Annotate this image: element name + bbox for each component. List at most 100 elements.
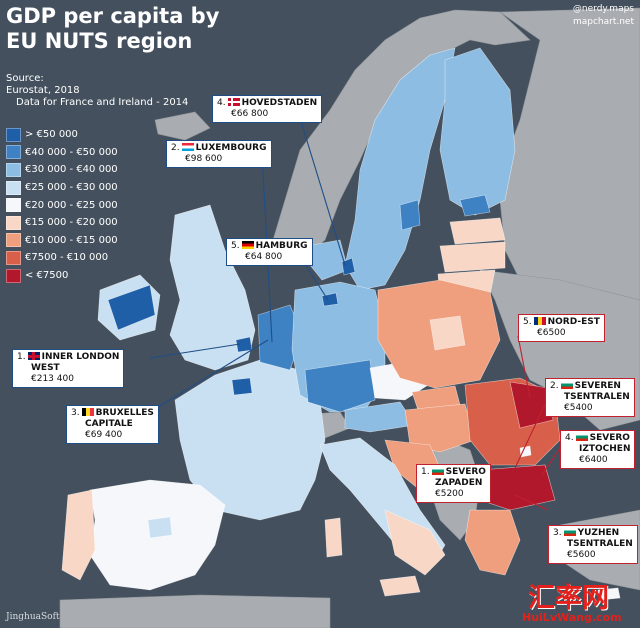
- callout-bruxelles-capitale: 3. BRUXELLES CAPITALE €69 400: [66, 405, 159, 444]
- legend-label: €15 000 - €20 000: [25, 217, 118, 229]
- callout-nord-est: 5. NORD-EST €6500: [518, 314, 605, 342]
- uk-flag-icon: [27, 352, 40, 360]
- legend-swatch: [6, 250, 21, 265]
- callout-rank: 3.: [71, 408, 80, 418]
- callout-inner-london-west: 1. INNER LONDON WEST €213 400: [12, 349, 125, 388]
- callout-rank: 2.: [550, 381, 559, 391]
- callout-name: HOVEDSTADEN: [241, 98, 318, 108]
- source-note: Data for France and Ireland - 2014: [16, 97, 189, 108]
- luxembourg-flag-icon: [181, 143, 194, 151]
- warsaw-region: [429, 315, 466, 351]
- watermark-soft: JinghuaSoft: [6, 612, 60, 622]
- source-dataset: Eurostat, 2018: [6, 85, 80, 96]
- legend-item: €7500 - €10 000: [6, 249, 118, 267]
- callout-luxembourg: 2. LUXEMBOURG €98 600: [166, 140, 272, 168]
- helsinki-region: [459, 194, 491, 217]
- romania-nord-est-region: [509, 381, 554, 429]
- callout-hamburg: 5. HAMBURG €64 800: [226, 238, 313, 266]
- credit-handle: @nerdy.maps: [572, 4, 634, 14]
- credit-site: mapchart.net: [572, 17, 634, 27]
- eu-regions: [61, 47, 621, 601]
- legend-swatch: [6, 215, 21, 230]
- legend-label: €40 000 - €50 000: [25, 146, 118, 158]
- callout-name: NORD-EST: [547, 317, 600, 327]
- callout-value: €5600: [567, 550, 596, 560]
- austria-region: [344, 401, 416, 433]
- callout-name: INNER LONDON: [41, 352, 120, 362]
- belgium-flag-icon: [81, 408, 94, 416]
- legend: > €50 000 €40 000 - €50 000 €30 000 - €4…: [6, 126, 118, 284]
- stockholm-region: [399, 199, 421, 231]
- south-italy-region: [384, 509, 446, 576]
- legend-swatch: [6, 198, 21, 213]
- portugal-region: [61, 489, 96, 581]
- denmark-flag-icon: [227, 98, 240, 106]
- callout-value: €6500: [537, 328, 566, 338]
- callout-name: HAMBURG: [255, 241, 308, 251]
- callout-name-line2: WEST: [31, 363, 60, 373]
- leader-london: [149, 343, 241, 359]
- north-africa-region: [59, 594, 331, 628]
- finland-region: [439, 47, 516, 216]
- legend-swatch: [6, 180, 21, 195]
- madrid-region: [147, 516, 173, 539]
- map-title-line2: EU NUTS region: [6, 29, 193, 53]
- callout-name-line2: IZTOCHEN: [579, 444, 631, 454]
- leader-hovedstaden: [299, 117, 346, 266]
- callout-value: €98 600: [185, 154, 223, 164]
- legend-item: €40 000 - €50 000: [6, 144, 118, 162]
- paris-region: [231, 377, 253, 396]
- legend-item: €15 000 - €20 000: [6, 214, 118, 232]
- hungary-region: [404, 403, 476, 453]
- watermark-cn: 汇率网: [528, 583, 609, 614]
- copenhagen-region: [341, 257, 356, 276]
- legend-label: €25 000 - €30 000: [25, 182, 118, 194]
- legend-label: €30 000 - €40 000: [25, 164, 118, 176]
- leader-bruxelles: [149, 339, 269, 413]
- map-title: GDP per capita by EU NUTS region: [6, 4, 219, 54]
- bulgaria-flag-icon: [575, 433, 588, 441]
- south-germany-region: [304, 359, 376, 413]
- map-title-line1: GDP per capita by: [6, 4, 220, 28]
- sicily-region: [379, 575, 421, 597]
- callout-severo-zapaden: 1. SEVERO ZAPADEN €5200: [416, 464, 491, 503]
- legend-item: > €50 000: [6, 126, 118, 144]
- leader-yuzhen: [514, 494, 549, 511]
- callout-rank: 5.: [523, 317, 532, 327]
- callout-value: €5400: [564, 403, 593, 413]
- source-block: Source: Eurostat, 2018 Data for France a…: [6, 73, 188, 109]
- legend-item: < €7500: [6, 267, 118, 285]
- callout-value: €6400: [579, 455, 608, 465]
- callout-rank: 1.: [421, 467, 430, 477]
- callout-name-line2: ZAPADEN: [435, 478, 483, 488]
- callout-hovedstaden: 4. HOVEDSTADEN €66 800: [212, 95, 323, 123]
- bulgaria-flag-icon: [431, 467, 444, 475]
- callout-value: €213 400: [31, 374, 74, 384]
- bucharest-region: [519, 445, 532, 458]
- callout-name-line2: TSENTRALEN: [564, 392, 630, 402]
- legend-item: €20 000 - €25 000: [6, 196, 118, 214]
- estonia-region: [449, 217, 506, 245]
- latvia-region: [439, 241, 506, 273]
- callout-rank: 4.: [217, 98, 226, 108]
- great-britain-region: [169, 204, 256, 371]
- legend-item: €25 000 - €30 000: [6, 179, 118, 197]
- bulgaria-flag-icon: [563, 528, 576, 536]
- leader-severen: [514, 397, 549, 469]
- callout-value: €5200: [435, 489, 464, 499]
- denmark-region: [309, 239, 349, 281]
- legend-item: €10 000 - €15 000: [6, 232, 118, 250]
- callout-rank: 3.: [553, 528, 562, 538]
- legend-swatch: [6, 145, 21, 160]
- callout-name-line2: TSENTRALEN: [567, 539, 633, 549]
- callout-name: BRUXELLES: [95, 408, 154, 418]
- leader-iztochen: [541, 447, 561, 476]
- legend-label: €7500 - €10 000: [25, 252, 109, 264]
- callout-name-line2: CAPITALE: [85, 419, 133, 429]
- legend-swatch: [6, 233, 21, 248]
- iceland-region: [154, 111, 211, 141]
- legend-swatch: [6, 268, 21, 283]
- watermark-site: HuiLvWang.com: [522, 611, 622, 624]
- norway-region: [269, 9, 531, 263]
